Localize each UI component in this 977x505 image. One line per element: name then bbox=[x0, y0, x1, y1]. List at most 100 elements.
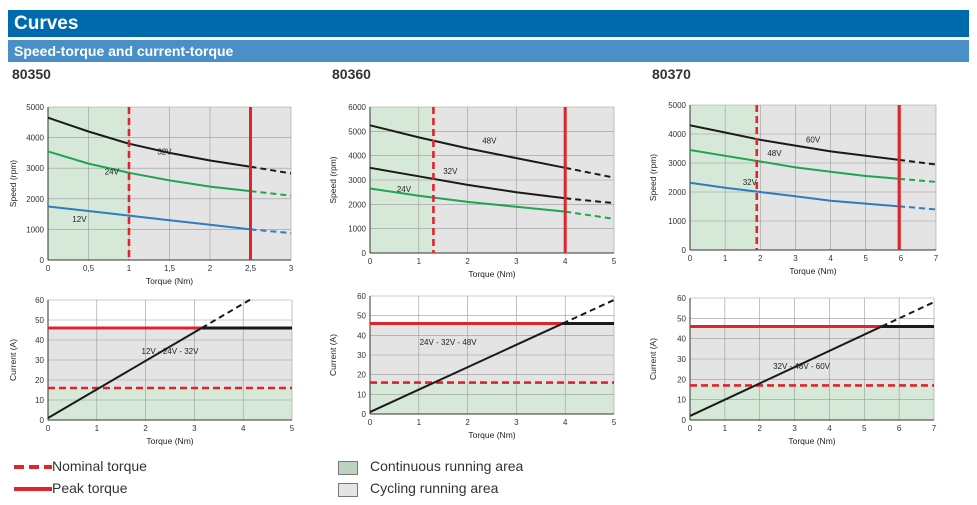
x-tick-label: 3 bbox=[192, 424, 197, 433]
x-tick-label: 4 bbox=[563, 257, 568, 266]
x-tick-label: 0 bbox=[368, 418, 373, 427]
y-tick-label: 30 bbox=[35, 356, 44, 365]
series-line-12V bbox=[47, 205, 251, 231]
section-subtitle: Speed-torque and current-torque bbox=[14, 43, 234, 59]
y-tick-label: 4000 bbox=[668, 130, 686, 139]
y-tick-label: 60 bbox=[677, 294, 686, 303]
series-line-extension-12V bbox=[250, 228, 292, 235]
legend-nominal-torque: Nominal torque bbox=[52, 458, 147, 474]
series-line-24V bbox=[369, 187, 566, 213]
x-axis-label: Torque (Nm) bbox=[468, 430, 515, 440]
y-tick-label: 3000 bbox=[348, 176, 366, 185]
series-label: 32V - 48V - 60V bbox=[773, 362, 831, 371]
series-label-12V: 12V bbox=[72, 215, 87, 224]
y-tick-label: 10 bbox=[35, 396, 44, 405]
series-line-extension-32V bbox=[250, 165, 292, 175]
y-tick-label: 20 bbox=[677, 375, 686, 384]
x-axis-label: Torque (Nm) bbox=[146, 276, 193, 286]
series-line-48V bbox=[369, 124, 566, 169]
x-tick-label: 1 bbox=[417, 418, 422, 427]
continuous-area bbox=[48, 388, 292, 420]
x-tick-label: 2 bbox=[143, 424, 148, 433]
title-bar: Curves bbox=[8, 10, 969, 37]
x-axis-label: Torque (Nm) bbox=[788, 436, 835, 446]
y-tick-label: 0 bbox=[362, 410, 367, 419]
x-tick-label: 1 bbox=[127, 264, 132, 273]
x-tick-label: 3 bbox=[793, 254, 798, 263]
x-axis-label: Torque (Nm) bbox=[468, 269, 515, 279]
series-label: 12V - 24V - 32V bbox=[142, 347, 200, 356]
x-tick-label: 4 bbox=[563, 418, 568, 427]
y-tick-label: 5000 bbox=[668, 101, 686, 110]
x-tick-label: 2 bbox=[465, 257, 470, 266]
y-tick-label: 20 bbox=[35, 376, 44, 385]
x-tick-label: 3 bbox=[514, 257, 519, 266]
nominal-torque-swatch bbox=[14, 465, 52, 469]
y-tick-label: 60 bbox=[35, 296, 44, 305]
series-line-extension-24V bbox=[565, 210, 615, 220]
x-axis-label: Torque (Nm) bbox=[789, 266, 836, 276]
x-tick-label: 5 bbox=[290, 424, 295, 433]
x-tick-label: 4 bbox=[241, 424, 246, 433]
y-tick-label: 2000 bbox=[348, 200, 366, 209]
series-line-24V bbox=[47, 150, 251, 193]
continuous-area bbox=[690, 385, 934, 420]
series-label-24V: 24V bbox=[397, 185, 412, 194]
model-label-80360: 80360 bbox=[332, 66, 371, 82]
y-axis-label: Current (A) bbox=[328, 334, 338, 376]
series-label: 24V - 32V - 48V bbox=[420, 338, 478, 347]
current-torque-chart-80370: 0 1 2 3 4 5 6 7 0 10 20 30 40 50 60 Torque (Nm) Current … bbox=[648, 294, 937, 446]
x-tick-label: 1 bbox=[723, 254, 728, 263]
y-tick-label: 20 bbox=[357, 371, 366, 380]
y-tick-label: 50 bbox=[35, 316, 44, 325]
x-tick-label: 2 bbox=[208, 264, 213, 273]
y-tick-label: 30 bbox=[677, 355, 686, 364]
y-tick-label: 40 bbox=[677, 335, 686, 344]
x-tick-label: 5 bbox=[863, 254, 868, 263]
y-tick-label: 2000 bbox=[668, 188, 686, 197]
series-label-48V: 48V bbox=[482, 137, 497, 146]
series-line-extension-24V bbox=[250, 190, 292, 197]
series-line-48V bbox=[689, 149, 900, 180]
y-tick-label: 50 bbox=[677, 314, 686, 323]
series-line-32V bbox=[689, 181, 900, 208]
x-tick-label: 2 bbox=[465, 418, 470, 427]
x-tick-label: 0 bbox=[46, 424, 51, 433]
y-tick-label: 0 bbox=[682, 246, 687, 255]
current-line bbox=[689, 325, 883, 417]
y-tick-label: 4000 bbox=[26, 134, 44, 143]
y-axis-label: Current (A) bbox=[648, 338, 658, 380]
series-line-32V bbox=[369, 166, 566, 200]
x-tick-label: 6 bbox=[897, 424, 902, 433]
y-tick-label: 0 bbox=[362, 249, 367, 258]
series-label-32V: 32V bbox=[743, 178, 758, 187]
speed-torque-chart-80370: 0 1 2 3 4 5 6 7 0 1000 2000 3000 4000 5000 Torque (Nm)… bbox=[648, 101, 939, 276]
y-tick-label: 2000 bbox=[26, 195, 44, 204]
y-tick-label: 50 bbox=[357, 312, 366, 321]
x-tick-label: 0 bbox=[46, 264, 51, 273]
y-tick-label: 1000 bbox=[668, 217, 686, 226]
x-axis-label: Torque (Nm) bbox=[146, 436, 193, 446]
y-tick-label: 10 bbox=[357, 390, 366, 399]
y-tick-label: 60 bbox=[357, 292, 366, 301]
legend-peak-torque: Peak torque bbox=[52, 480, 128, 496]
current-line bbox=[369, 322, 564, 413]
y-axis-label: Speed (rpm) bbox=[8, 160, 18, 207]
x-tick-label: 6 bbox=[899, 254, 904, 263]
legend-cycling-area: Cycling running area bbox=[370, 480, 499, 496]
y-axis-label: Current (A) bbox=[8, 339, 18, 381]
y-tick-label: 3000 bbox=[668, 159, 686, 168]
model-label-80350: 80350 bbox=[12, 66, 51, 82]
y-tick-label: 40 bbox=[35, 336, 44, 345]
continuous-area bbox=[370, 382, 614, 414]
series-line-32V bbox=[47, 116, 251, 168]
peak-torque-swatch bbox=[14, 487, 52, 491]
x-tick-label: 5 bbox=[612, 418, 617, 427]
y-tick-label: 1000 bbox=[26, 225, 44, 234]
series-label-32V: 32V bbox=[157, 147, 172, 156]
x-tick-label: 1 bbox=[723, 424, 728, 433]
x-tick-label: 1 bbox=[95, 424, 100, 433]
y-tick-label: 4000 bbox=[348, 152, 366, 161]
current-line bbox=[47, 327, 203, 419]
